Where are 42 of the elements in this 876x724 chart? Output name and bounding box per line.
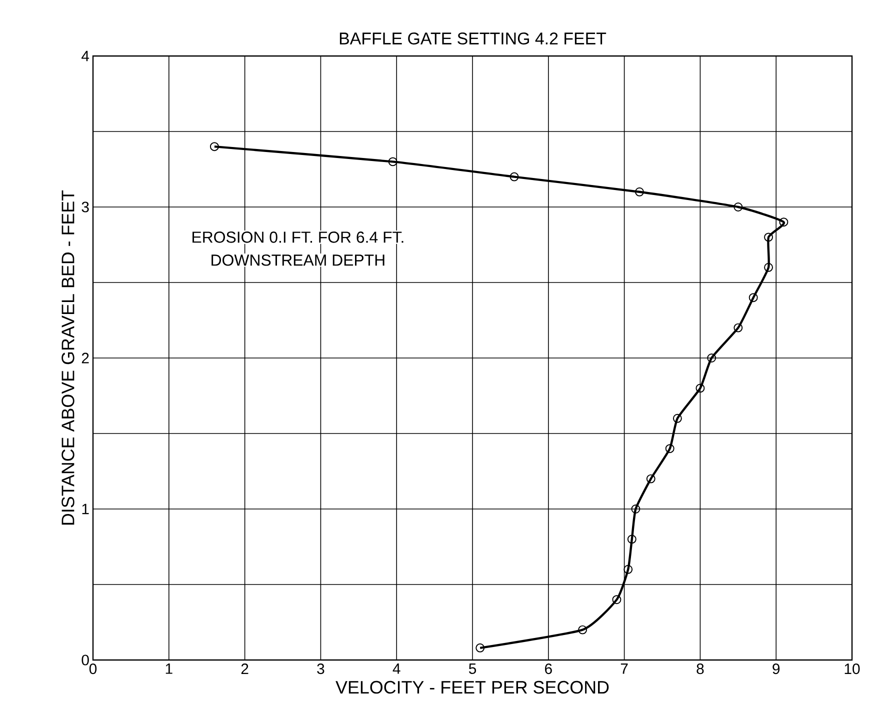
point — [476, 643, 485, 652]
y-tick-label: 3 — [82, 202, 89, 212]
x-tick-label: 4 — [392, 664, 400, 674]
x-tick-label: 10 — [844, 664, 860, 674]
point — [707, 354, 716, 362]
y-tick-label: 2 — [82, 352, 89, 364]
point — [631, 504, 640, 514]
point — [624, 564, 633, 574]
x-tick-label: 6 — [545, 664, 552, 674]
point — [696, 384, 705, 393]
point — [734, 323, 743, 332]
point — [627, 534, 636, 544]
point — [646, 474, 656, 484]
x-tick-label: 5 — [468, 664, 476, 674]
point — [665, 444, 674, 454]
x-axis-title: VELOCITY - FEET PER SECOND — [336, 680, 609, 694]
point — [779, 218, 788, 227]
y-tick-label: 0 — [82, 654, 89, 666]
x-tick-label: 0 — [89, 664, 97, 674]
y-tick-label: 1 — [82, 504, 89, 514]
x-tick-label: 8 — [696, 664, 704, 674]
x-tick-label: 3 — [317, 664, 324, 674]
x-tick-label: 1 — [166, 664, 172, 674]
point — [748, 293, 758, 302]
point — [510, 172, 519, 182]
point — [672, 414, 682, 423]
point — [764, 232, 774, 242]
point — [764, 262, 774, 272]
chart-title: BAFFLE GATE SETTING 4.2 FEET — [340, 32, 606, 45]
annotation: DOWNSTREAM DEPTH — [212, 254, 384, 266]
x-tick-label: 9 — [772, 664, 780, 674]
point — [210, 142, 219, 152]
point — [388, 157, 398, 166]
point — [635, 187, 644, 196]
x-tick-label: 2 — [241, 664, 248, 674]
y-axis-title: DISTANCE ABOVE GRAVEL BED - FEET — [62, 190, 74, 525]
point — [734, 202, 743, 212]
point — [612, 595, 622, 604]
point — [578, 625, 588, 634]
x-tick-label: 7 — [620, 664, 628, 674]
y-tick-label: 4 — [82, 50, 90, 62]
annotation: EROSION 0.I FT. FOR 6.4 FT. — [192, 232, 404, 243]
